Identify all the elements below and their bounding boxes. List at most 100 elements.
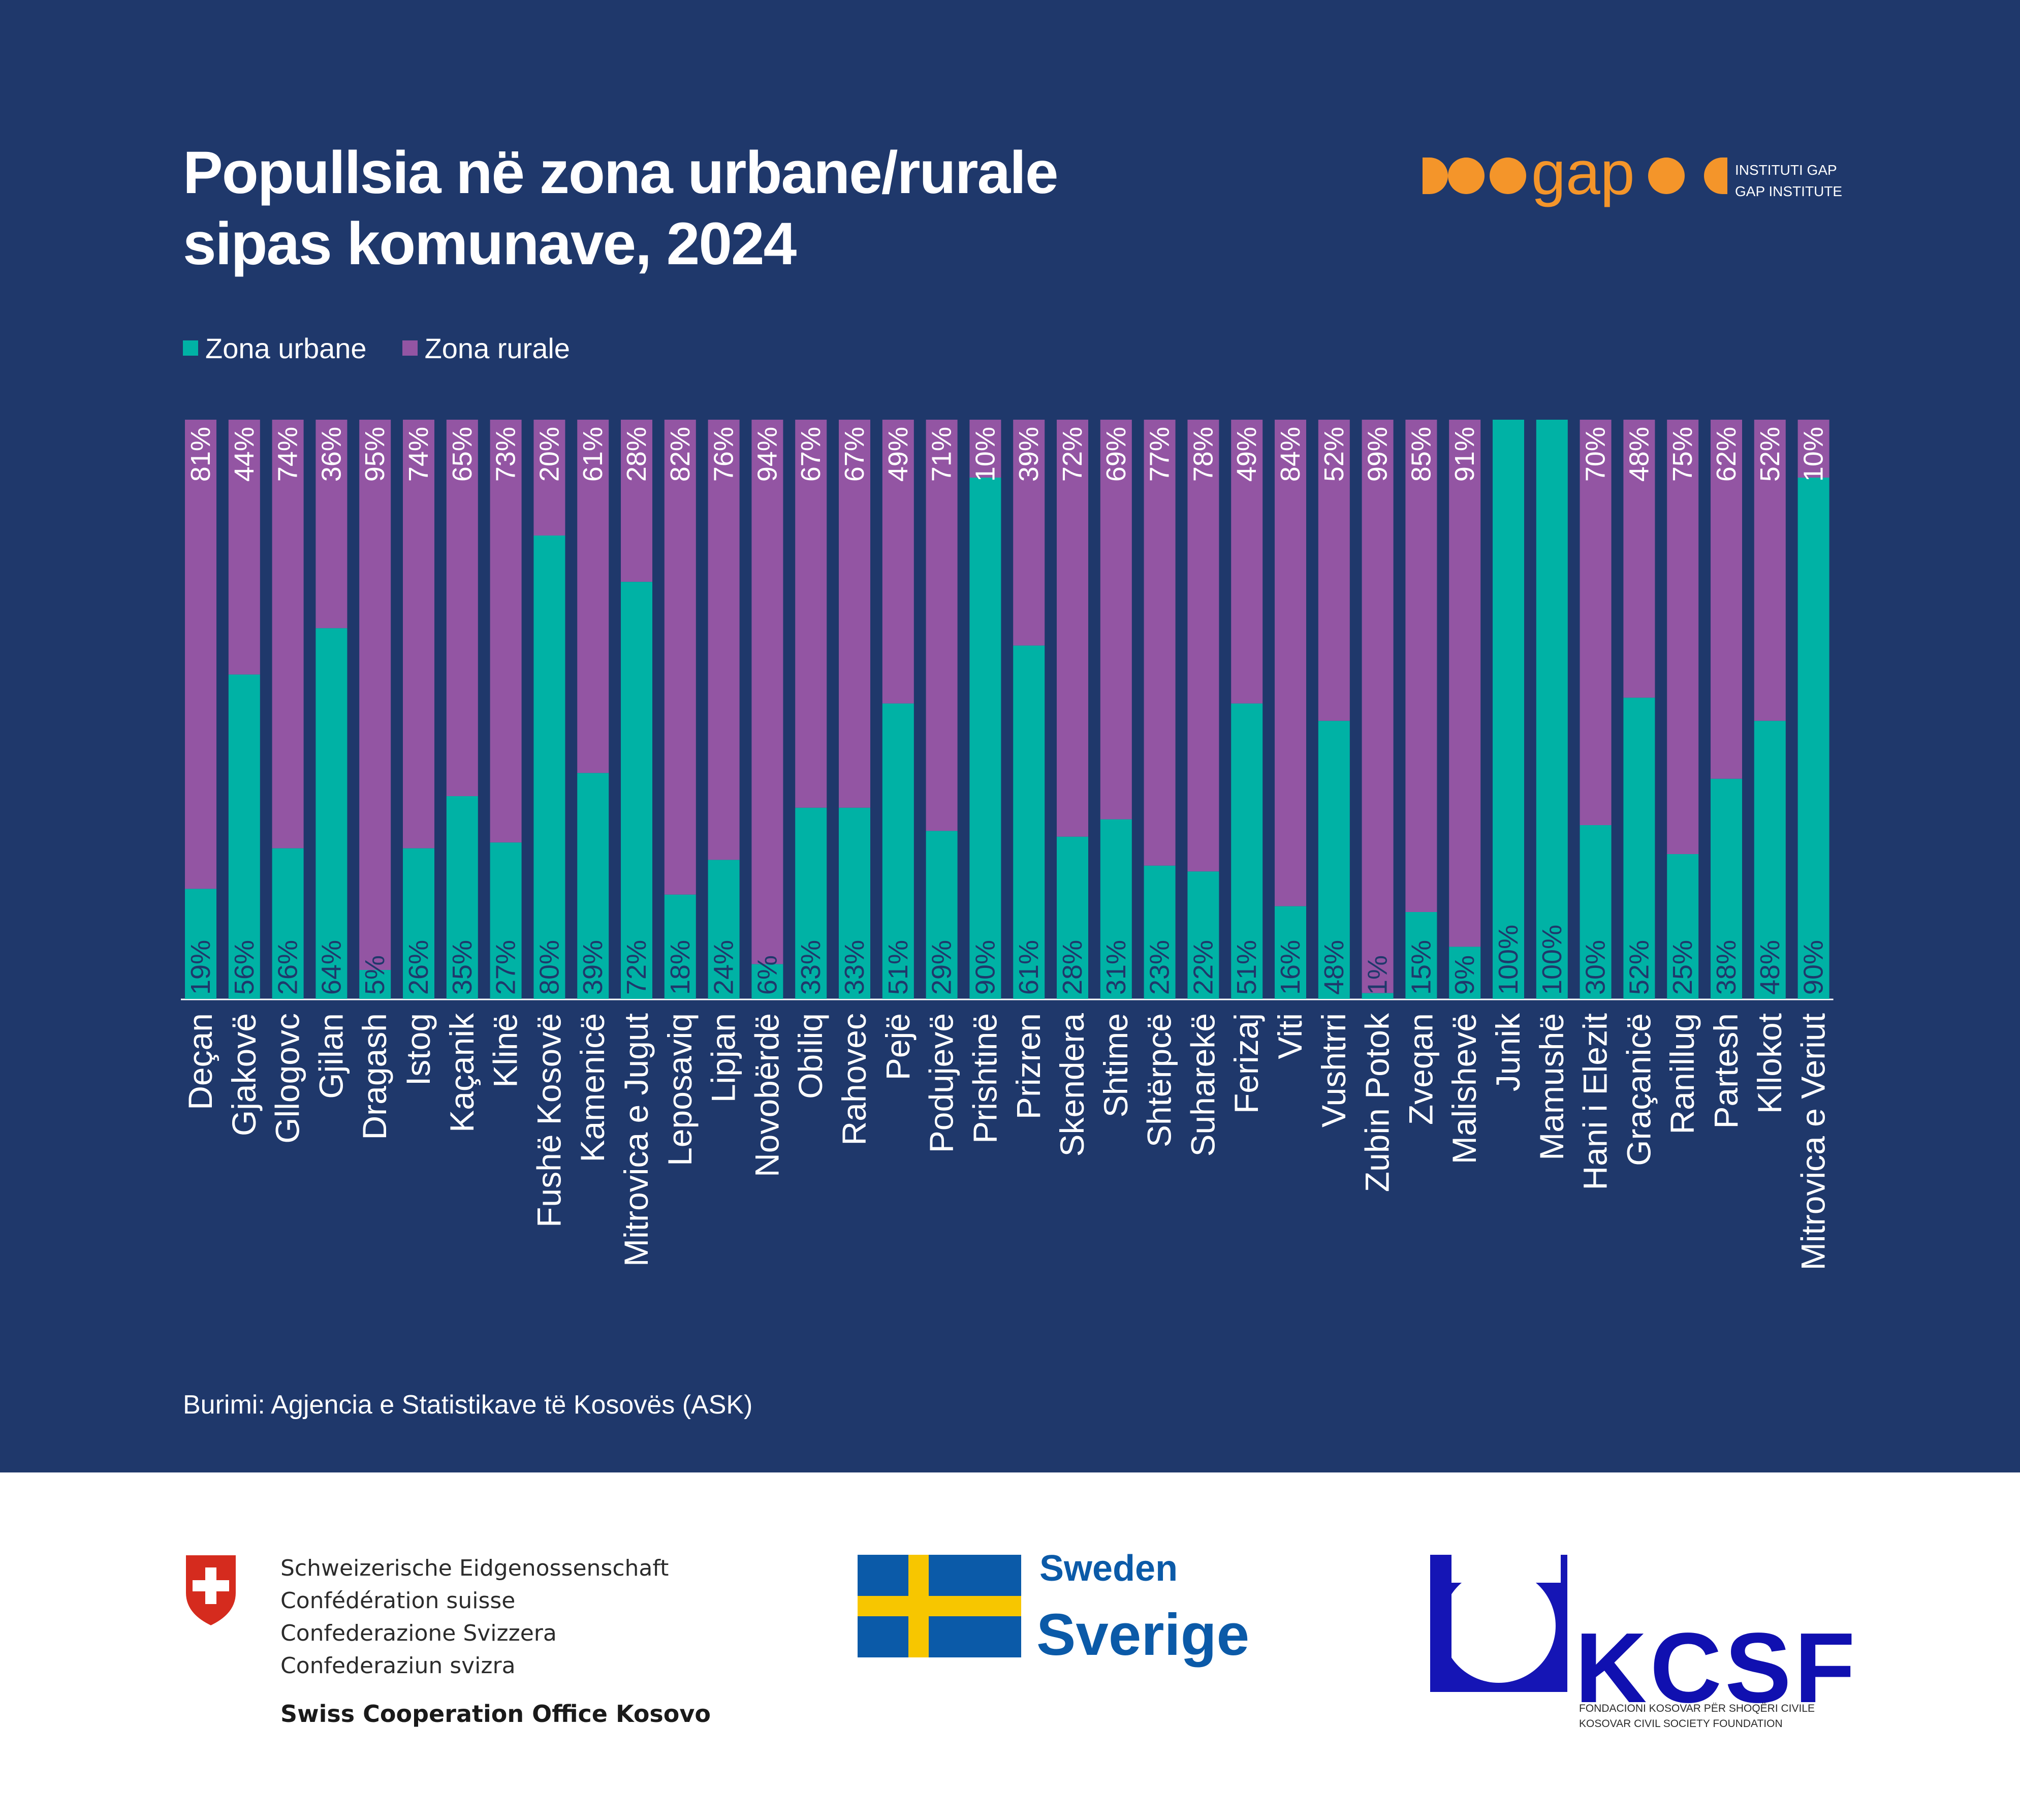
urban-data-label: 6% — [752, 955, 782, 995]
bar-urban — [1623, 698, 1655, 999]
rural-data-label: 48% — [1624, 427, 1654, 482]
gap-logo-dot-3 — [1648, 158, 1685, 194]
gap-logo: gap — [1423, 152, 1727, 207]
urban-data-label: 26% — [273, 940, 303, 995]
urban-data-label: 1% — [1363, 955, 1393, 995]
bar-urban — [751, 964, 783, 999]
urban-data-label: 51% — [1232, 940, 1262, 995]
urban-data-label: 72% — [621, 940, 652, 995]
gap-logo-caption: INSTITUTI GAP GAP INSTITUTE — [1735, 160, 1842, 202]
gap-logo-wordmark: gap — [1531, 152, 1635, 207]
rural-data-label: 84% — [1275, 427, 1306, 482]
chart-title-line-1: Popullsia në zona urbane/rurale — [183, 139, 1059, 206]
rural-data-label: 36% — [316, 427, 346, 482]
urban-data-label: 33% — [839, 940, 870, 995]
category-label: Mamushë — [1533, 1013, 1570, 1160]
legend-item-rural: Zona rurale — [402, 332, 570, 365]
bar-rural — [1623, 420, 1655, 698]
rural-data-label: 95% — [360, 427, 390, 482]
bar-rural — [1667, 420, 1699, 854]
urban-data-label: 18% — [665, 940, 696, 995]
bar-rural — [1100, 420, 1132, 820]
rural-data-label: 77% — [1145, 427, 1175, 482]
rural-data-label: 71% — [927, 427, 957, 482]
bar-rural — [1057, 420, 1088, 837]
urban-data-label: 24% — [709, 940, 739, 995]
rural-data-label: 67% — [796, 427, 826, 482]
bar-rural — [1754, 420, 1786, 721]
bar-urban — [1362, 993, 1394, 999]
rural-data-label: 70% — [1581, 427, 1611, 482]
urban-data-label: 22% — [1188, 940, 1218, 995]
category-label: Shtime — [1097, 1013, 1134, 1117]
bar-rural — [1144, 420, 1176, 866]
bar-rural — [621, 420, 652, 582]
urban-data-label: 100% — [1537, 925, 1567, 995]
gap-logo-caption-line-1: INSTITUTI GAP — [1735, 162, 1837, 178]
category-label: Ranillug — [1663, 1013, 1701, 1134]
source-note: Burimi: Agjencia e Statistikave të Kosov… — [183, 1390, 753, 1420]
bar-rural — [839, 420, 870, 808]
bar-rural — [1013, 420, 1045, 646]
bar-urban — [1231, 703, 1263, 999]
rural-data-label: 10% — [1798, 427, 1829, 482]
chart-legend: Zona urbane Zona rurale — [183, 330, 606, 366]
bar-urban — [1711, 778, 1742, 999]
urban-data-label: 48% — [1319, 940, 1349, 995]
rural-data-label: 76% — [709, 427, 739, 482]
category-label: Skendera — [1053, 1013, 1091, 1157]
urban-data-label: 31% — [1101, 940, 1131, 995]
bar-urban — [272, 848, 304, 999]
bar-urban — [1667, 854, 1699, 999]
rural-data-label: 85% — [1406, 427, 1436, 482]
swiss-name-fr: Confédération suisse — [280, 1588, 516, 1614]
legend-swatch-rural — [402, 340, 418, 356]
urban-data-label: 16% — [1275, 940, 1306, 995]
bar-urban — [185, 889, 216, 999]
stacked-bar-chart: 81% 19% Deçan 44% 56% Gjakovë 74% 26% Gllogovc 36… — [181, 420, 1834, 1270]
bar-rural — [1231, 420, 1263, 704]
category-label: Kamenicë — [574, 1013, 611, 1163]
swiss-name-de: Schweizerische Eidgenossenschaft — [280, 1555, 669, 1581]
bar-urban — [1275, 906, 1306, 999]
bar-urban — [795, 807, 827, 999]
bar-urban — [621, 582, 652, 999]
bar-rural — [1187, 420, 1219, 872]
category-label: Prizren — [1009, 1013, 1047, 1119]
gap-logo-half-dot-left — [1423, 158, 1448, 194]
urban-data-label: 56% — [229, 940, 260, 995]
bar-rural — [708, 420, 740, 860]
rural-data-label: 99% — [1363, 427, 1393, 482]
rural-data-label: 49% — [1232, 427, 1262, 482]
chart-title-line-2: sipas komunave, 2024 — [183, 210, 797, 277]
kcsf-name: KCSF — [1575, 1612, 1858, 1723]
bar-rural — [272, 420, 304, 849]
sverige-label: Sverige — [1036, 1602, 1250, 1668]
bar-rural — [403, 420, 434, 849]
urban-data-label: 100% — [1493, 925, 1524, 995]
category-label: Viti — [1271, 1013, 1309, 1059]
bar-rural — [1580, 420, 1612, 825]
bar-rural — [664, 420, 696, 895]
category-label: Istog — [399, 1013, 437, 1086]
urban-data-label: 25% — [1667, 940, 1698, 995]
bar-rural — [969, 420, 1001, 478]
urban-data-label: 64% — [316, 940, 346, 995]
urban-data-label: 48% — [1755, 940, 1785, 995]
category-label: Hani i Elezit — [1576, 1013, 1614, 1190]
urban-data-label: 26% — [403, 940, 434, 995]
category-label: Klinë — [487, 1013, 524, 1088]
urban-data-label: 61% — [1014, 940, 1044, 995]
category-label: Kaçanik — [443, 1013, 481, 1133]
swiss-name-it: Confederazione Svizzera — [280, 1620, 557, 1646]
bar-urban — [490, 842, 522, 999]
urban-data-label: 80% — [534, 940, 564, 995]
rural-data-label: 10% — [970, 427, 1000, 482]
sweden-label: Sweden — [1039, 1548, 1178, 1589]
bar-urban — [839, 807, 870, 999]
rural-data-label: 49% — [883, 427, 913, 482]
urban-data-label: 38% — [1711, 940, 1742, 995]
category-label: Zveqan — [1402, 1013, 1439, 1125]
urban-data-label: 15% — [1406, 940, 1436, 995]
rural-data-label: 82% — [665, 427, 696, 482]
